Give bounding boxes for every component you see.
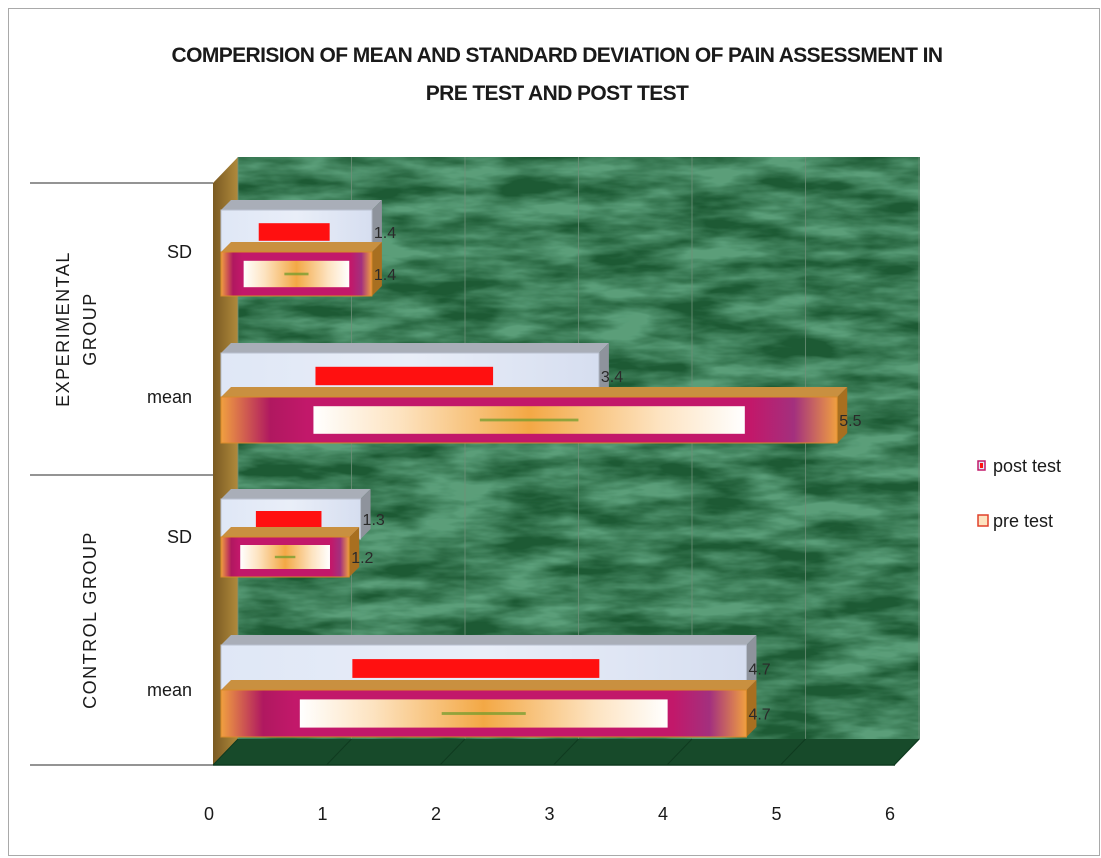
floor-gridline-0 <box>212 738 239 766</box>
group-label-line: GROUP <box>80 292 100 366</box>
x-tick-label: 1 <box>317 804 327 824</box>
pre-test-bar: 5.5 <box>220 387 862 444</box>
chart-title-line-1: COMPERISION OF MEAN AND STANDARD DEVIATI… <box>172 44 943 67</box>
post-test-bar-side <box>598 343 609 399</box>
data-label: 3.4 <box>601 369 623 386</box>
post-test-bar-top <box>221 489 371 499</box>
post-test-bar-top <box>221 200 382 210</box>
floor-gridline-4 <box>666 738 693 766</box>
data-label: 4.7 <box>748 707 770 724</box>
post-test-bar-core <box>352 659 600 678</box>
floor-gridline-3 <box>553 738 579 766</box>
bars-layer: 1.4 1.4 3.4 5.5 1.3 1.2 4.7 4.7 <box>220 200 862 738</box>
pre-test-bar-side <box>371 242 382 296</box>
category-label: mean <box>147 680 192 700</box>
post-test-bar-top <box>221 343 609 353</box>
post-test-bar-core <box>315 366 494 386</box>
plot-left-wall <box>213 157 238 765</box>
data-label: 1.3 <box>363 512 385 529</box>
pre-test-bar-glint <box>479 418 579 422</box>
pre-test-bar-top <box>221 242 382 252</box>
group-label-line: EXPERIMENTAL <box>53 251 73 407</box>
x-tick-label: 0 <box>204 804 214 824</box>
x-tick-label: 3 <box>544 804 554 824</box>
chart-title-line-2: PRE TEST AND POST TEST <box>426 82 689 105</box>
category-label: mean <box>147 387 192 407</box>
category-label: SD <box>167 242 192 262</box>
legend: post test pre test <box>977 456 1061 531</box>
post-test-bar-side <box>371 200 382 254</box>
pre-test-bar-side <box>349 527 360 577</box>
pre-test-bar-top <box>221 527 360 537</box>
floor-gridline-6 <box>893 738 920 766</box>
post-test-bar-core <box>255 511 322 527</box>
x-tick-label: 4 <box>658 804 668 824</box>
group-label: CONTROL GROUP <box>80 531 100 709</box>
x-tick-label: 2 <box>431 804 441 824</box>
legend-swatch <box>977 514 989 527</box>
data-label: 1.4 <box>374 225 396 242</box>
group-label-line: CONTROL GROUP <box>80 531 100 709</box>
floor-gridline-2 <box>439 738 466 766</box>
pre-test-bar-top <box>221 680 757 690</box>
post-test-bar-side <box>746 635 757 692</box>
pre-test-bar-top <box>221 387 848 397</box>
pre-test-bar: 4.7 <box>220 680 771 738</box>
x-tick-label: 6 <box>885 804 895 824</box>
legend-label: pre test <box>993 511 1053 531</box>
axis-layer: 0 1 2 3 4 5 6 SD mean SD mean EXPERIMENTAL GROUP CONT… <box>30 182 895 824</box>
legend-item-pre-test: pre test <box>977 511 1053 531</box>
group-label: EXPERIMENTAL GROUP <box>53 251 100 407</box>
pre-test-bar-glint <box>284 272 309 276</box>
post-test-bar-core <box>258 223 330 241</box>
pre-test-bar-side <box>837 387 848 443</box>
floor-gridline-5 <box>780 738 806 766</box>
post-test-bar-side <box>360 489 371 539</box>
legend-swatch-core <box>980 463 983 468</box>
data-label: 1.2 <box>351 550 373 567</box>
x-tick-label: 5 <box>771 804 781 824</box>
pre-test-bar: 1.4 <box>220 242 396 297</box>
data-label: 1.4 <box>374 267 396 284</box>
legend-item-post-test: post test <box>977 456 1061 476</box>
legend-label: post test <box>993 456 1061 476</box>
pre-test-bar-glint <box>441 712 526 715</box>
post-test-bar-top <box>221 635 757 645</box>
pre-test-bar-glint <box>274 555 296 559</box>
pre-test-bar-side <box>746 680 757 737</box>
category-label: SD <box>167 527 192 547</box>
pre-test-bar: 1.2 <box>220 527 374 578</box>
floor-gridline-1 <box>326 738 352 766</box>
data-label: 4.7 <box>748 662 770 679</box>
data-label: 5.5 <box>839 413 861 430</box>
